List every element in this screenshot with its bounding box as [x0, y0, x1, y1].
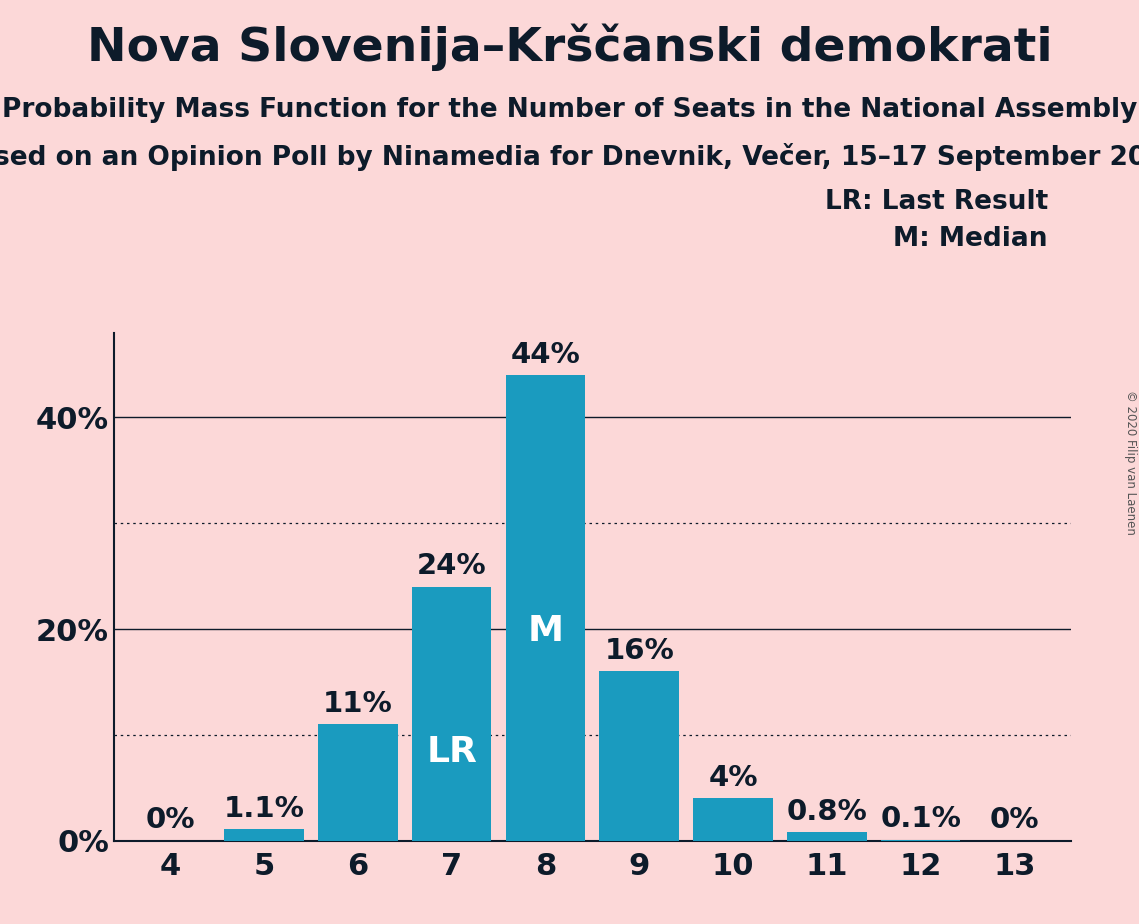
Text: 0%: 0%	[990, 807, 1039, 834]
Text: 0%: 0%	[146, 807, 195, 834]
Text: 11%: 11%	[322, 690, 393, 718]
Text: 44%: 44%	[510, 341, 580, 369]
Text: LR: LR	[426, 735, 477, 769]
Text: Nova Slovenija–Krščanski demokrati: Nova Slovenija–Krščanski demokrati	[87, 23, 1052, 70]
Text: Based on an Opinion Poll by Ninamedia for Dnevnik, Večer, 15–17 September 2020: Based on an Opinion Poll by Ninamedia fo…	[0, 143, 1139, 171]
Text: 1.1%: 1.1%	[223, 795, 304, 823]
Bar	[787, 833, 867, 841]
Text: M: Median: M: Median	[893, 226, 1048, 252]
Text: © 2020 Filip van Laenen: © 2020 Filip van Laenen	[1124, 390, 1137, 534]
Text: 0.8%: 0.8%	[786, 798, 867, 826]
Text: M: M	[527, 614, 564, 649]
Text: 16%: 16%	[605, 637, 674, 665]
Bar	[599, 672, 679, 841]
Text: Probability Mass Function for the Number of Seats in the National Assembly: Probability Mass Function for the Number…	[2, 97, 1137, 123]
Text: 4%: 4%	[708, 764, 757, 792]
Bar	[506, 375, 585, 841]
Bar	[694, 798, 773, 841]
Bar	[411, 587, 491, 841]
Bar	[318, 724, 398, 841]
Bar	[224, 829, 304, 841]
Text: LR: Last Result: LR: Last Result	[825, 189, 1048, 215]
Text: 0.1%: 0.1%	[880, 806, 961, 833]
Bar	[880, 840, 960, 841]
Text: 24%: 24%	[417, 553, 486, 580]
